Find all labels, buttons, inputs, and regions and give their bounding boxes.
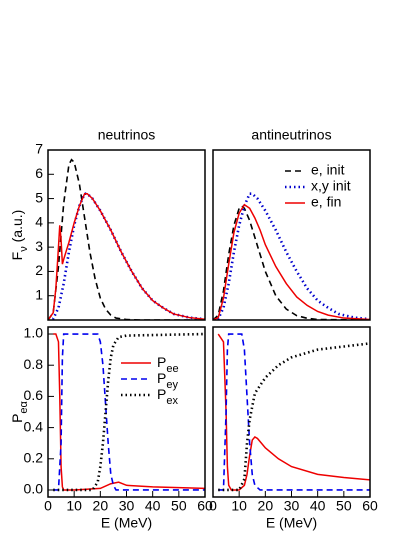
y-tick-label: 0.2 <box>24 449 44 465</box>
series-line <box>213 203 370 320</box>
panel-frame <box>47 149 206 321</box>
y-tick-label: 0.8 <box>24 356 44 372</box>
series-line <box>217 333 370 491</box>
y-tick-label: 4 <box>35 214 43 230</box>
x-tick-label: 40 <box>145 498 161 514</box>
y-tick-label: 1 <box>35 286 43 302</box>
series-line <box>218 342 370 492</box>
x-tick-label: 10 <box>66 498 82 514</box>
legend-label: Pee <box>157 354 179 375</box>
y-tick-label: 0.4 <box>24 418 44 434</box>
panel-title: antineutrinos <box>251 127 331 143</box>
series-line <box>48 192 205 320</box>
series-line <box>53 333 205 491</box>
x-tick-label: 30 <box>119 498 135 514</box>
series-line <box>48 192 205 320</box>
x-tick-label: 60 <box>362 498 378 514</box>
series-line <box>53 333 205 491</box>
legend-label: Pex <box>157 386 178 407</box>
y-tick-label: 0.6 <box>24 387 44 403</box>
legend-label: e, init <box>311 162 345 178</box>
y-tick-label: 7 <box>35 141 43 157</box>
series-line <box>218 333 370 491</box>
x-tick-label: 40 <box>310 498 326 514</box>
x-axis-label: E (MeV) <box>101 515 152 531</box>
series-line <box>213 192 370 320</box>
panel-frame <box>47 326 206 498</box>
x-tick-label: 20 <box>258 498 274 514</box>
y-tick-label: 1.0 <box>24 325 44 341</box>
y-tick-label: 3 <box>35 238 43 254</box>
legend-label: e, fin <box>311 194 341 210</box>
series-line <box>213 204 370 320</box>
x-tick-label: 60 <box>197 498 213 514</box>
y-tick-label: 5 <box>35 189 43 205</box>
series-line <box>53 332 205 492</box>
x-tick-label: 10 <box>231 498 247 514</box>
x-tick-label: 50 <box>336 498 352 514</box>
x-tick-label: 0 <box>209 498 217 514</box>
y-tick-label: 6 <box>35 165 43 181</box>
x-tick-label: 0 <box>44 498 52 514</box>
y-tick-label: 0.0 <box>24 481 44 497</box>
y-axis-label: Fν (a.u.) <box>9 210 30 261</box>
x-tick-label: 50 <box>171 498 187 514</box>
panel-title: neutrinos <box>98 127 156 143</box>
x-axis-label: E (MeV) <box>266 515 317 531</box>
y-axis-label: Peα <box>9 400 30 422</box>
panel-frame <box>212 149 371 321</box>
x-tick-label: 30 <box>284 498 300 514</box>
legend-label: x,y init <box>311 178 351 194</box>
x-tick-label: 20 <box>93 498 109 514</box>
panel-frame <box>212 326 371 498</box>
y-tick-label: 2 <box>35 262 43 278</box>
legend-label: Pey <box>157 370 178 391</box>
